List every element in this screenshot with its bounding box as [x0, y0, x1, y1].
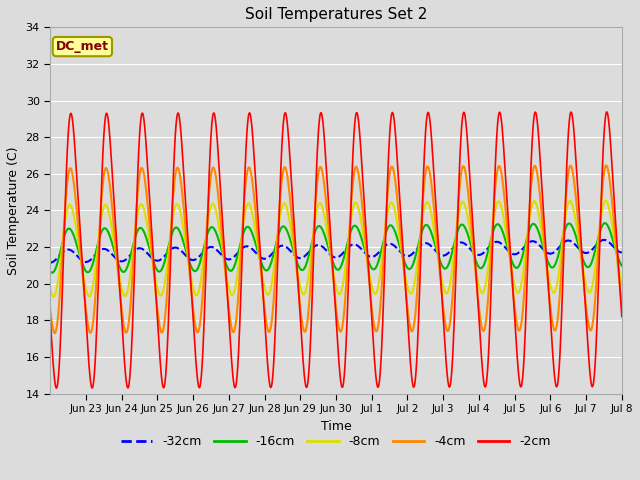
- Legend: -32cm, -16cm, -8cm, -4cm, -2cm: -32cm, -16cm, -8cm, -4cm, -2cm: [116, 430, 556, 453]
- Title: Soil Temperatures Set 2: Soil Temperatures Set 2: [244, 7, 427, 22]
- Y-axis label: Soil Temperature (C): Soil Temperature (C): [7, 146, 20, 275]
- Text: DC_met: DC_met: [56, 40, 109, 53]
- X-axis label: Time: Time: [321, 420, 351, 432]
